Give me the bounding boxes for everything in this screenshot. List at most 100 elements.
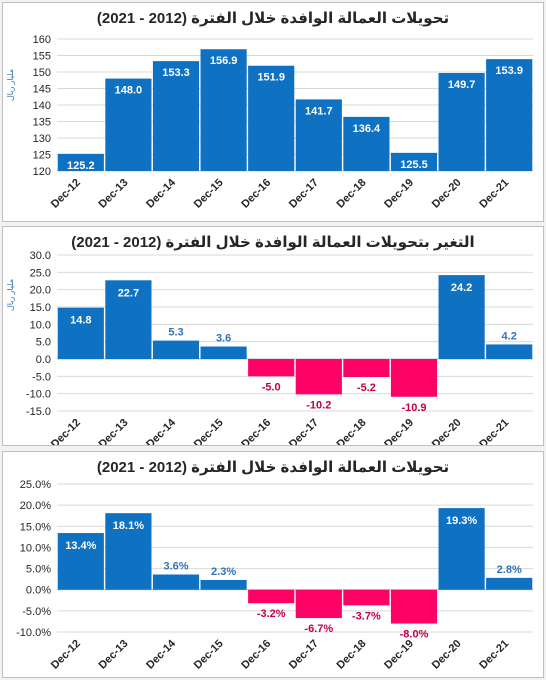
y-tick-label: 120 bbox=[33, 166, 51, 178]
data-label: 153.3 bbox=[162, 67, 190, 79]
bar bbox=[105, 280, 152, 359]
data-label: 156.9 bbox=[210, 55, 238, 67]
y-tick-label: 30.0 bbox=[30, 250, 51, 262]
data-label: 14.8 bbox=[70, 315, 91, 327]
y-tick-label: 145 bbox=[33, 84, 51, 96]
bar bbox=[248, 589, 295, 604]
x-tick-label: Dec-15 bbox=[192, 638, 226, 672]
bar bbox=[248, 359, 295, 377]
bar bbox=[152, 574, 200, 590]
y-tick-label: 130 bbox=[33, 133, 51, 145]
y-tick-label: 5.0 bbox=[36, 337, 51, 349]
y-tick-label: 150 bbox=[33, 67, 51, 79]
chart-panel-remittances: تحويلات العمالة الوافدة خلال الفترة (201… bbox=[2, 2, 544, 222]
bar bbox=[343, 359, 390, 378]
bar bbox=[438, 72, 485, 171]
y-tick-label: 20.0 bbox=[30, 285, 51, 297]
bar bbox=[390, 152, 438, 171]
y-tick-label: 5.0% bbox=[26, 564, 51, 576]
data-label: 148.0 bbox=[115, 85, 143, 97]
x-tick-label: Dec-18 bbox=[335, 177, 369, 211]
x-tick-label: Dec-13 bbox=[97, 638, 131, 672]
x-tick-label: Dec-16 bbox=[239, 417, 273, 445]
x-tick-label: Dec-21 bbox=[477, 638, 511, 672]
bar bbox=[390, 589, 438, 624]
chart-panel-percent-change: تحويلات العمالة الوافدة خلال الفترة (201… bbox=[2, 451, 544, 678]
y-tick-label: 155 bbox=[33, 51, 51, 63]
data-label: 3.6% bbox=[163, 560, 188, 572]
y-tick-label: 15.0 bbox=[30, 302, 51, 314]
y-tick-label: 25.0% bbox=[20, 479, 51, 491]
bar bbox=[200, 579, 247, 590]
bar bbox=[152, 61, 200, 171]
x-tick-label: Dec-14 bbox=[144, 637, 179, 672]
data-label: 19.3% bbox=[446, 515, 477, 527]
data-label: 125.2 bbox=[67, 160, 95, 172]
x-tick-label: Dec-16 bbox=[239, 638, 273, 672]
x-tick-label: Dec-13 bbox=[97, 417, 131, 445]
bar bbox=[438, 508, 485, 590]
bar bbox=[486, 344, 533, 359]
x-tick-label: Dec-19 bbox=[382, 177, 416, 211]
data-label: 2.8% bbox=[497, 564, 522, 576]
x-tick-label: Dec-15 bbox=[192, 417, 226, 445]
x-tick-label: Dec-15 bbox=[192, 177, 226, 211]
bar bbox=[343, 589, 390, 606]
chart-title: التغير بتحويلات العمالة الوافدة خلال الف… bbox=[71, 234, 475, 251]
x-tick-label: Dec-12 bbox=[49, 638, 83, 672]
bar bbox=[200, 346, 247, 359]
data-label: -6.7% bbox=[304, 623, 333, 635]
x-tick-label: Dec-21 bbox=[477, 417, 511, 445]
bar bbox=[295, 99, 342, 171]
bar bbox=[57, 307, 104, 359]
bar bbox=[105, 78, 152, 171]
bar bbox=[57, 153, 104, 171]
y-tick-label: -10.0% bbox=[16, 627, 51, 639]
x-tick-label: Dec-19 bbox=[382, 638, 416, 672]
y-tick-label: 0.0% bbox=[26, 585, 51, 597]
data-label: 13.4% bbox=[65, 540, 96, 552]
data-label: -10.2 bbox=[306, 399, 331, 411]
y-tick-label: 140 bbox=[33, 100, 51, 112]
data-label: 151.9 bbox=[257, 72, 285, 84]
data-label: -10.9 bbox=[401, 402, 426, 414]
chart-title: تحويلات العمالة الوافدة خلال الفترة (201… bbox=[96, 459, 450, 476]
data-label: 2.3% bbox=[211, 566, 236, 578]
data-label: -3.7% bbox=[352, 610, 381, 622]
x-tick-label: Dec-20 bbox=[430, 177, 464, 211]
data-label: 18.1% bbox=[113, 520, 144, 532]
y-tick-label: 125 bbox=[33, 150, 51, 162]
x-tick-label: Dec-17 bbox=[287, 177, 321, 211]
y-tick-label: 0.0 bbox=[36, 354, 51, 366]
y-tick-label: 10.0 bbox=[30, 319, 51, 331]
x-tick-label: Dec-20 bbox=[430, 638, 464, 672]
bar-chart: 25.0% 20.0% 15.0% 10.0% 5.0% 0.0% -5.0% -10.0% 1… bbox=[16, 479, 533, 672]
data-label: -8.0% bbox=[400, 629, 429, 641]
bar bbox=[152, 340, 200, 359]
x-tick-label: Dec-16 bbox=[239, 177, 273, 211]
x-tick-label: Dec-12 bbox=[49, 417, 83, 445]
bar bbox=[343, 116, 390, 171]
y-tick-label: -15.0 bbox=[26, 406, 51, 418]
data-label: 153.9 bbox=[495, 65, 523, 77]
x-tick-label: Dec-18 bbox=[335, 417, 369, 445]
bar bbox=[295, 589, 342, 619]
data-label: 136.4 bbox=[353, 123, 381, 135]
x-tick-label: Dec-14 bbox=[144, 416, 179, 445]
x-tick-label: Dec-17 bbox=[287, 417, 321, 445]
data-label: 3.6 bbox=[216, 333, 231, 345]
bar-chart: 30.0 25.0 20.0 15.0 10.0 5.0 0.0 -5.0 -10.0 -15.0… bbox=[26, 250, 533, 445]
y-tick-label: 135 bbox=[33, 117, 51, 129]
bar-chart: 160 155 150 145 140 135 130 125 120 125.2 Dec-12 14… bbox=[33, 34, 533, 211]
x-tick-label: Dec-18 bbox=[335, 638, 369, 672]
bar bbox=[200, 49, 247, 172]
x-tick-label: Dec-14 bbox=[144, 176, 179, 211]
x-tick-label: Dec-19 bbox=[382, 417, 416, 445]
bar bbox=[105, 513, 152, 590]
x-tick-label: Dec-12 bbox=[49, 177, 83, 211]
data-label: -5.0 bbox=[262, 381, 281, 393]
x-tick-label: Dec-17 bbox=[287, 638, 321, 672]
x-tick-label: Dec-13 bbox=[97, 177, 131, 211]
data-label: 4.2 bbox=[502, 330, 517, 342]
bar bbox=[486, 59, 533, 171]
